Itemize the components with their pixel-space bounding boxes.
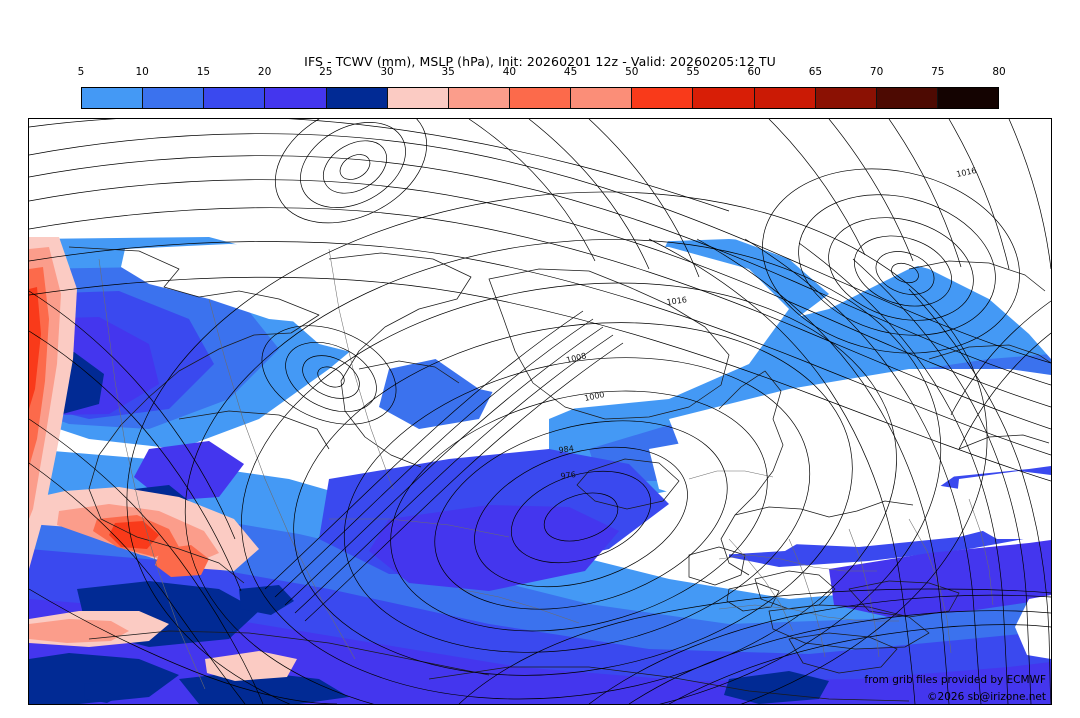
colorbar-band-10-15 — [143, 88, 205, 108]
colorbar-band-15-20 — [204, 88, 266, 108]
colorbar-band-55-60 — [693, 88, 755, 108]
colorbar-tick-10: 10 — [135, 66, 149, 78]
mslp-contour-labels: 1016 1016 1008 1000 984 976 — [558, 166, 977, 481]
colorbar-band-50-55 — [632, 88, 694, 108]
colorbar-band-30-35 — [387, 88, 449, 108]
credit-copyright: ©2026 sb@irizone.net — [927, 691, 1046, 703]
chart-title: IFS - TCWV (mm), MSLP (hPa), Init: 20260… — [304, 54, 776, 69]
map-canvas: 1016 1016 1008 1000 984 976 — [29, 119, 1051, 704]
colorbar-band-20-25 — [265, 88, 327, 108]
contour-label-984: 984 — [558, 444, 574, 455]
colorbar-tick-20: 20 — [257, 66, 272, 78]
credit-source: from grib files provided by ECMWF — [864, 674, 1046, 686]
colorbar-tick-40: 40 — [502, 66, 517, 78]
colorbar-band-25-30 — [326, 88, 388, 108]
colorbar-tick-65: 65 — [808, 66, 823, 78]
colorbar-tick-25: 25 — [319, 66, 333, 78]
contour-label-1016: 1016 — [666, 295, 687, 307]
colorbar-band-45-50 — [571, 88, 633, 108]
contour-label-1000: 1000 — [584, 390, 606, 403]
colorbar-tick-35: 35 — [441, 66, 455, 78]
map-panel[interactable]: 1016 1016 1008 1000 984 976 — [28, 118, 1052, 705]
colorbar-band-70-75 — [876, 88, 938, 108]
colorbar-tick-30: 30 — [380, 66, 394, 78]
colorbar-band-35-40 — [448, 88, 510, 108]
colorbar — [81, 87, 999, 109]
colorbar-tick-55: 55 — [686, 66, 700, 78]
colorbar-band-75-80 — [937, 88, 999, 108]
colorbar-tick-60: 60 — [747, 66, 761, 78]
contour-label-976: 976 — [560, 470, 576, 481]
colorbar-band-60-65 — [754, 88, 816, 108]
tcwv-band-45-55 — [29, 287, 159, 549]
colorbar-tick-45: 45 — [563, 66, 578, 78]
tcwv-dry-white-regions — [121, 237, 1051, 659]
mslp-isobars — [29, 119, 1051, 704]
colorbar-tick-5: 5 — [77, 66, 85, 78]
colorbar-tick-80: 80 — [992, 66, 1006, 78]
contour-label-1016-ne: 1016 — [956, 166, 978, 179]
colorbar-tick-labels: 5 10 15 20 25 30 35 40 45 50 55 60 65 70 75 80 — [77, 66, 1006, 82]
colorbar-band-5-10 — [82, 88, 144, 108]
colorbar-band-40-45 — [509, 88, 572, 108]
colorbar-tick-70: 70 — [869, 66, 884, 78]
colorbar-tick-75: 75 — [931, 66, 945, 78]
colorbar-tick-50: 50 — [625, 66, 639, 78]
colorbar-band-65-70 — [815, 88, 877, 108]
colorbar-bands — [81, 87, 999, 109]
colorbar-tick-15: 15 — [196, 66, 211, 78]
